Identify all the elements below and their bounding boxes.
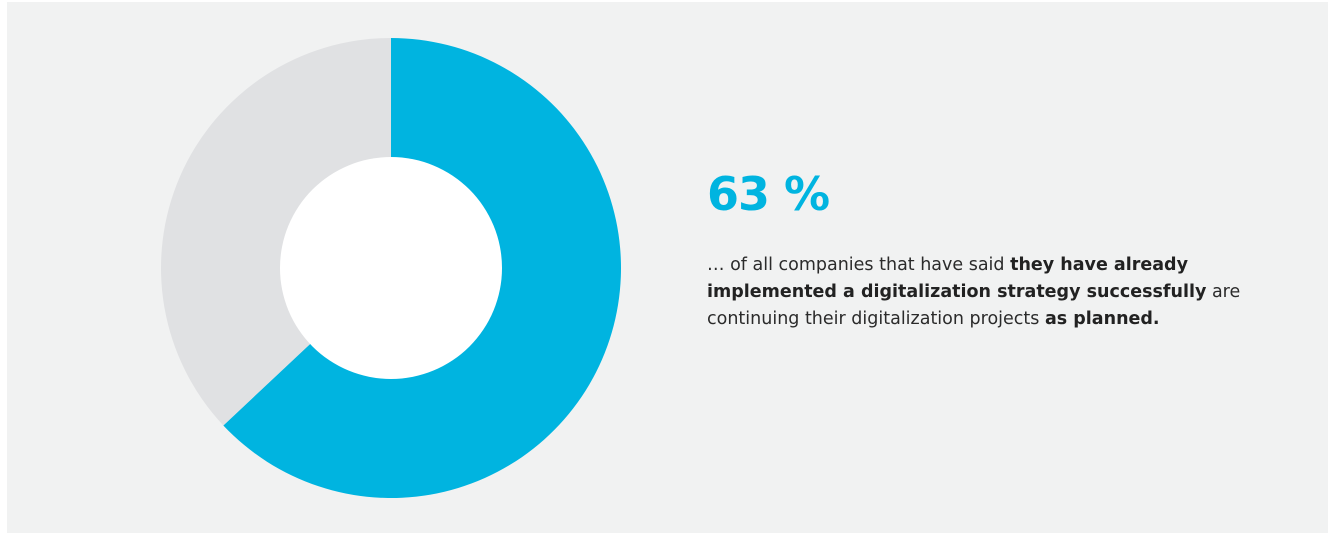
stat-value: 63 % xyxy=(707,167,830,221)
stat-text-emphasis: they have already implemented a digitali… xyxy=(707,255,1207,302)
stat-block: 63 % … of all companies that have said t… xyxy=(707,166,1267,333)
stat-description: … of all companies that have said they h… xyxy=(707,252,1267,333)
stat-text-emphasis: as planned. xyxy=(1044,309,1160,329)
stat-text-part: are continuing their digitalization proj… xyxy=(707,282,1241,329)
donut-slice-remainder xyxy=(161,38,391,426)
donut-hole xyxy=(280,157,502,379)
stat-text-part: … of all companies that have said xyxy=(707,255,1011,275)
